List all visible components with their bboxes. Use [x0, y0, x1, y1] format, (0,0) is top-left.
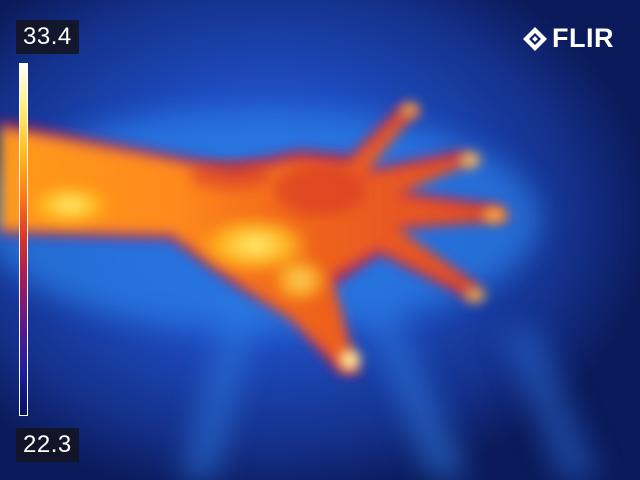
temperature-scale-bar — [19, 63, 28, 416]
max-temperature-label: 33.4 — [16, 20, 79, 54]
min-temperature-label: 22.3 — [16, 428, 79, 462]
brand-name: FLIR — [552, 23, 614, 53]
flir-logo: FLIR — [522, 23, 614, 54]
hand-silhouette — [0, 103, 510, 375]
flir-diamond-icon — [523, 26, 547, 51]
